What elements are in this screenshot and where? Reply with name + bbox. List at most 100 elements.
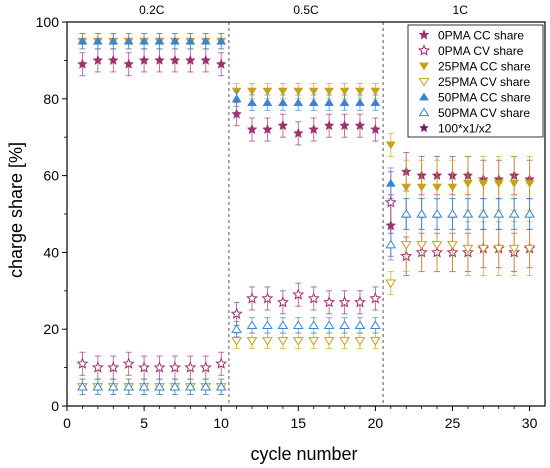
data-point — [308, 87, 319, 96]
data-point — [339, 98, 350, 107]
data-point — [184, 381, 196, 391]
data-point — [153, 361, 166, 373]
data-point — [416, 209, 428, 218]
data-point — [524, 209, 535, 218]
data-point — [185, 36, 196, 45]
data-point — [355, 87, 365, 96]
data-point — [339, 337, 350, 346]
data-point — [462, 179, 473, 188]
data-point — [524, 179, 535, 188]
legend-label: 25PMA CC share — [438, 60, 531, 74]
data-point — [293, 87, 304, 96]
data-point — [308, 337, 320, 346]
data-point — [355, 98, 365, 107]
data-point — [154, 381, 165, 391]
y-axis-title: charge share [%] — [6, 142, 26, 278]
data-point — [154, 36, 165, 45]
data-point — [261, 292, 274, 304]
data-point — [199, 361, 212, 373]
data-point — [524, 244, 535, 254]
data-point — [246, 123, 258, 135]
y-tick-label: 0 — [51, 398, 59, 414]
y-tick-label: 60 — [43, 168, 59, 184]
axes: 0 5 10 15 20 25 30 0 20 40 60 80 100 — [36, 14, 546, 431]
data-point — [200, 54, 212, 65]
data-point — [76, 357, 89, 369]
data-point — [123, 36, 134, 45]
data-point — [307, 292, 320, 304]
data-point — [323, 337, 335, 346]
data-point — [77, 381, 88, 391]
data-point — [277, 320, 289, 330]
data-point — [431, 241, 443, 250]
legend-marker — [419, 122, 429, 133]
plot-area — [76, 22, 536, 406]
y-tick-label: 100 — [36, 14, 60, 30]
data-point — [107, 54, 119, 65]
data-point — [385, 178, 396, 187]
data-point — [138, 381, 150, 391]
x-tick-label: 20 — [368, 415, 384, 431]
data-point — [354, 320, 366, 330]
data-point — [323, 296, 336, 308]
annotations: 0.2C 0.5C 1C — [139, 3, 468, 17]
data-point — [92, 36, 103, 45]
rate-label: 0.2C — [139, 3, 165, 17]
data-point — [354, 120, 366, 131]
y-tick-label: 40 — [43, 244, 59, 260]
data-point — [339, 87, 350, 96]
data-point — [493, 209, 505, 218]
series-group — [76, 171, 536, 380]
data-point — [292, 288, 305, 300]
data-point — [431, 209, 443, 218]
data-point — [462, 244, 474, 254]
legend-box — [407, 24, 544, 138]
data-point — [354, 337, 366, 346]
legend-label: 50PMA CV share — [438, 106, 530, 120]
data-point — [277, 337, 289, 346]
data-point — [369, 337, 381, 346]
data-point — [230, 307, 243, 319]
data-point — [108, 36, 119, 45]
data-point — [169, 54, 181, 65]
data-point — [262, 87, 273, 96]
data-point — [369, 292, 382, 304]
data-point — [168, 361, 181, 373]
data-point — [123, 58, 135, 69]
x-tick-label: 15 — [291, 415, 307, 431]
data-point — [277, 98, 288, 107]
data-point — [370, 98, 381, 107]
data-point — [246, 320, 258, 330]
data-point — [447, 183, 458, 192]
data-point — [277, 87, 288, 96]
data-point — [477, 244, 489, 254]
data-point — [231, 94, 242, 103]
data-point — [200, 381, 212, 391]
y-tick-label: 80 — [43, 91, 59, 107]
legend-label: 0PMA CV share — [438, 44, 524, 58]
legend-marker — [418, 29, 430, 40]
data-point — [231, 337, 243, 346]
data-point — [169, 36, 180, 45]
data-point — [293, 98, 304, 107]
data-point — [324, 87, 335, 96]
data-point — [231, 108, 242, 119]
data-point — [369, 320, 381, 330]
legend-marker — [419, 92, 429, 101]
data-point — [107, 381, 119, 391]
data-point — [277, 120, 289, 131]
data-point — [416, 241, 428, 250]
data-point — [370, 87, 381, 96]
data-point — [231, 324, 243, 333]
data-point — [215, 58, 227, 69]
data-point — [122, 357, 135, 369]
rate-label: 1C — [453, 3, 469, 17]
data-point — [292, 320, 304, 330]
data-point — [262, 320, 273, 330]
data-point — [138, 361, 151, 373]
data-point — [262, 98, 273, 107]
data-point — [200, 36, 211, 45]
data-point — [107, 361, 120, 373]
